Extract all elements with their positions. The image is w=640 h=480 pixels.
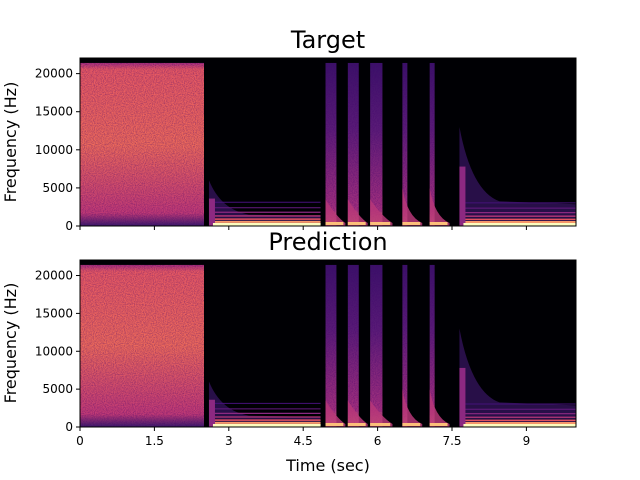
x-axis-label: Time (sec) xyxy=(285,456,370,475)
y-tick-label: 5000 xyxy=(42,382,73,396)
target-spectrogram xyxy=(80,62,576,227)
x-tick-label: 7.5 xyxy=(442,434,461,448)
spectrogram-event-burst xyxy=(370,264,393,427)
spectrogram-event-tonal xyxy=(459,126,576,226)
x-tick-label: 3 xyxy=(225,434,233,448)
x-tick-label: 6 xyxy=(374,434,382,448)
target-y-axis-label: Frequency (Hz) xyxy=(1,82,20,203)
spectrogram-event-burst xyxy=(325,62,346,227)
spectrogram-event-click xyxy=(402,264,423,427)
x-tick-label: 1.5 xyxy=(145,434,164,448)
prediction-axes-frame xyxy=(79,259,577,428)
prediction-x-ticks: 0 1.5 3 4.5 6 7.5 9 xyxy=(76,427,530,448)
prediction-panel: Prediction Frequency (Hz) 0 5000 10000 1500… xyxy=(1,228,577,475)
spectrogram-event-tonal xyxy=(459,328,576,427)
spectrogram-event-tonal xyxy=(208,381,321,427)
prediction-y-axis-label: Frequency (Hz) xyxy=(1,283,20,404)
y-tick-label: 10000 xyxy=(35,143,73,157)
x-tick-label: 9 xyxy=(523,434,531,448)
x-tick-label: 4.5 xyxy=(294,434,313,448)
spectrogram-event-burst xyxy=(325,264,346,427)
prediction-spectrogram xyxy=(80,264,576,427)
spectrogram-event-click xyxy=(402,62,423,227)
spectrogram-event-click xyxy=(429,264,450,427)
y-tick-label: 0 xyxy=(65,420,73,434)
spectrogram-event-burst xyxy=(347,264,368,427)
target-y-ticks: 0 5000 10000 15000 20000 xyxy=(35,67,80,233)
target-x-ticks xyxy=(79,226,527,230)
prediction-y-ticks: 0 5000 10000 15000 20000 xyxy=(35,269,80,434)
y-tick-label: 15000 xyxy=(35,105,73,119)
y-tick-label: 10000 xyxy=(35,344,73,358)
target-title: Target xyxy=(290,26,365,54)
y-tick-label: 0 xyxy=(65,219,73,233)
y-tick-label: 5000 xyxy=(42,181,73,195)
y-tick-label: 20000 xyxy=(35,269,73,283)
spectrogram-event-burst xyxy=(370,62,393,227)
y-tick-label: 20000 xyxy=(35,67,73,81)
spectrogram-event-burst xyxy=(347,62,368,227)
spectrogram-event-noise xyxy=(80,264,204,427)
spectrogram-event-tonal xyxy=(208,180,321,226)
target-axes-frame xyxy=(79,57,577,227)
target-panel: Target Frequency (Hz) 0 5000 10000 15000 200… xyxy=(1,26,577,233)
x-tick-label: 0 xyxy=(76,434,84,448)
prediction-title: Prediction xyxy=(268,228,387,256)
spectrogram-event-noise xyxy=(80,62,204,227)
y-tick-label: 15000 xyxy=(35,306,73,320)
spectrogram-event-click xyxy=(429,62,450,227)
